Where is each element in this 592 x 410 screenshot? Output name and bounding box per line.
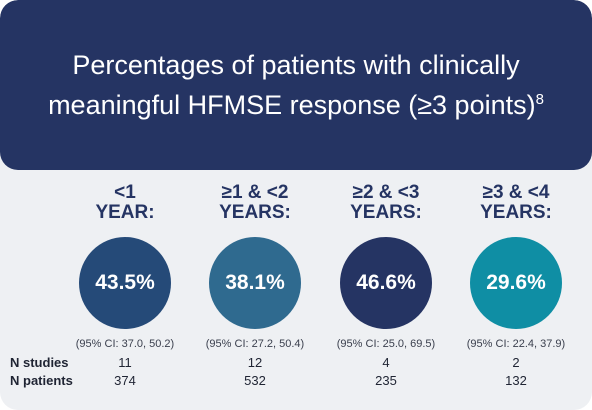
age-group-column: ≥2 & <3 YEARS: 46.6% (95% CI: 25.0, 69.5)	[311, 183, 461, 351]
chart-title-text: Percentages of patients with clinically …	[48, 50, 536, 120]
chart-title: Percentages of patients with clinically …	[36, 45, 556, 125]
age-group-label-line: YEAR:	[95, 202, 155, 223]
percentage-value: 29.6%	[486, 271, 546, 294]
age-group-column: <1 YEAR: 43.5% (95% CI: 37.0, 50.2)	[50, 183, 200, 351]
age-group-label: ≥3 & <4 YEARS:	[441, 183, 591, 227]
reference-superscript: 8	[535, 91, 544, 108]
percentage-circle: 46.6%	[340, 237, 432, 329]
percentage-circle: 38.1%	[209, 237, 301, 329]
age-group-label-line: YEARS:	[219, 202, 291, 223]
n-studies-label: N studies	[10, 355, 69, 370]
age-group-label: ≥2 & <3 YEARS:	[311, 183, 461, 227]
age-group-label-line: ≥1 & <2	[221, 182, 289, 203]
age-group-label-line: YEARS:	[480, 202, 552, 223]
age-group-column: ≥3 & <4 YEARS: 29.6% (95% CI: 22.4, 37.9)	[441, 183, 591, 351]
age-group-label: ≥1 & <2 YEARS:	[180, 183, 330, 227]
confidence-interval: (95% CI: 37.0, 50.2)	[75, 338, 175, 350]
age-group-label: <1 YEAR:	[50, 183, 200, 227]
age-group-label-line: <1	[114, 182, 136, 203]
title-banner: Percentages of patients with clinically …	[0, 0, 592, 170]
n-patients-value: 132	[505, 373, 527, 388]
n-studies-value: 2	[512, 355, 520, 370]
percentage-value: 46.6%	[356, 271, 416, 294]
n-patients-value: 374	[114, 373, 136, 388]
n-studies-value: 12	[247, 355, 263, 370]
age-group-label-line: ≥3 & <4	[482, 182, 550, 203]
percentage-value: 43.5%	[95, 271, 155, 294]
age-group-column: ≥1 & <2 YEARS: 38.1% (95% CI: 27.2, 50.4)	[180, 183, 330, 351]
percentage-value: 38.1%	[225, 271, 285, 294]
percentage-circle: 43.5%	[79, 237, 171, 329]
n-studies-value: 11	[118, 355, 132, 370]
n-patients-label: N patients	[10, 373, 73, 388]
n-patients-value: 235	[375, 373, 397, 388]
confidence-interval: (95% CI: 22.4, 37.9)	[466, 338, 566, 350]
confidence-interval: (95% CI: 27.2, 50.4)	[205, 338, 305, 350]
percentage-circle: 29.6%	[470, 237, 562, 329]
age-group-label-line: ≥2 & <3	[352, 182, 420, 203]
confidence-interval: (95% CI: 25.0, 69.5)	[336, 338, 436, 350]
n-patients-value: 532	[244, 373, 266, 388]
age-group-label-line: YEARS:	[350, 202, 422, 223]
n-studies-value: 4	[382, 355, 390, 370]
